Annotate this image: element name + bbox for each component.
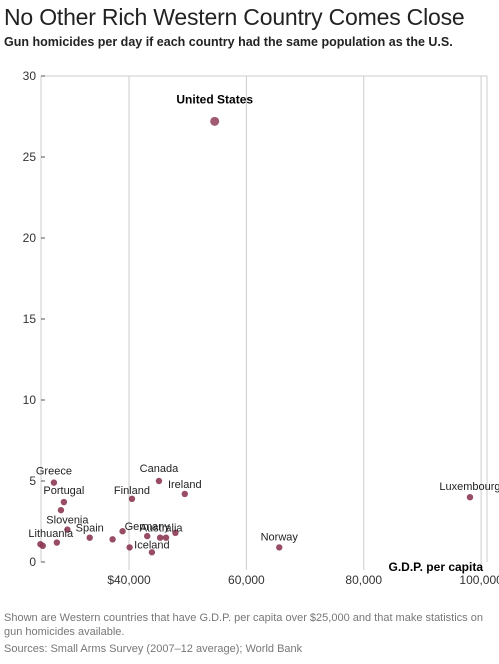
data-point <box>126 544 133 551</box>
x-axis-title: G.D.P. per capita <box>389 560 484 574</box>
point-label: Canada <box>140 463 179 475</box>
data-point <box>276 544 283 551</box>
data-point <box>148 549 156 556</box>
data-point <box>156 534 164 541</box>
point-label: Portugal <box>43 485 84 497</box>
y-tick-label: 20 <box>23 231 37 245</box>
data-point <box>128 495 136 503</box>
point-label: Iceland <box>134 539 169 551</box>
data-point <box>109 536 116 543</box>
data-point <box>64 526 71 533</box>
data-point <box>210 116 220 126</box>
point-label: Australia <box>140 523 184 535</box>
grid-layer <box>40 75 488 570</box>
point-label: United States <box>176 92 253 106</box>
data-point <box>60 498 68 506</box>
y-tick-label: 25 <box>23 150 37 164</box>
point-label: Lithuania <box>28 528 74 540</box>
data-point <box>50 479 58 486</box>
data-point <box>172 529 179 537</box>
point-layer <box>37 116 474 556</box>
data-point <box>162 534 170 541</box>
y-tick-label: 15 <box>23 312 37 326</box>
axis-layer: 0 5 10 15 20 25 30 $40,000 60,000 80,000 100,000 <box>23 69 499 587</box>
point-label: Finland <box>114 485 150 497</box>
label-layer: United States Greece Canada Ireland Finland P… <box>28 92 499 551</box>
y-tick-label: 10 <box>23 393 37 407</box>
data-point <box>181 490 188 498</box>
data-point <box>466 494 474 501</box>
point-label: Ireland <box>168 479 202 491</box>
x-tick-label: $40,000 <box>107 573 151 587</box>
x-tick-label: 100,000 <box>459 573 499 587</box>
point-label: Norway <box>261 531 299 543</box>
point-label: Greece <box>36 466 72 478</box>
scatter-chart: 0 5 10 15 20 25 30 $40,000 60,000 80,000 100,000 U… <box>23 69 499 587</box>
data-point <box>155 477 163 485</box>
point-label: Luxembourg <box>439 481 499 493</box>
data-point <box>57 506 65 514</box>
data-point <box>119 528 126 535</box>
point-label: Germany <box>125 521 171 533</box>
data-point <box>53 539 61 546</box>
data-point <box>86 534 93 541</box>
y-tick-label: 30 <box>23 69 37 83</box>
footnote: Shown are Western countries that have G.… <box>4 612 483 638</box>
x-tick-label: 60,000 <box>228 573 265 587</box>
data-point <box>144 532 151 540</box>
y-tick-label: 0 <box>29 555 36 569</box>
source-note: Sources: Small Arms Survey (2007–12 aver… <box>4 643 303 655</box>
chart-title: No Other Rich Western Country Comes Clos… <box>4 4 465 30</box>
point-label: Spain <box>76 523 104 535</box>
data-point <box>39 542 46 549</box>
y-tick-label: 5 <box>29 474 36 488</box>
point-label: Slovenia <box>46 515 89 527</box>
x-tick-label: 80,000 <box>345 573 382 587</box>
chart-subtitle: Gun homicides per day if each country ha… <box>4 35 453 49</box>
